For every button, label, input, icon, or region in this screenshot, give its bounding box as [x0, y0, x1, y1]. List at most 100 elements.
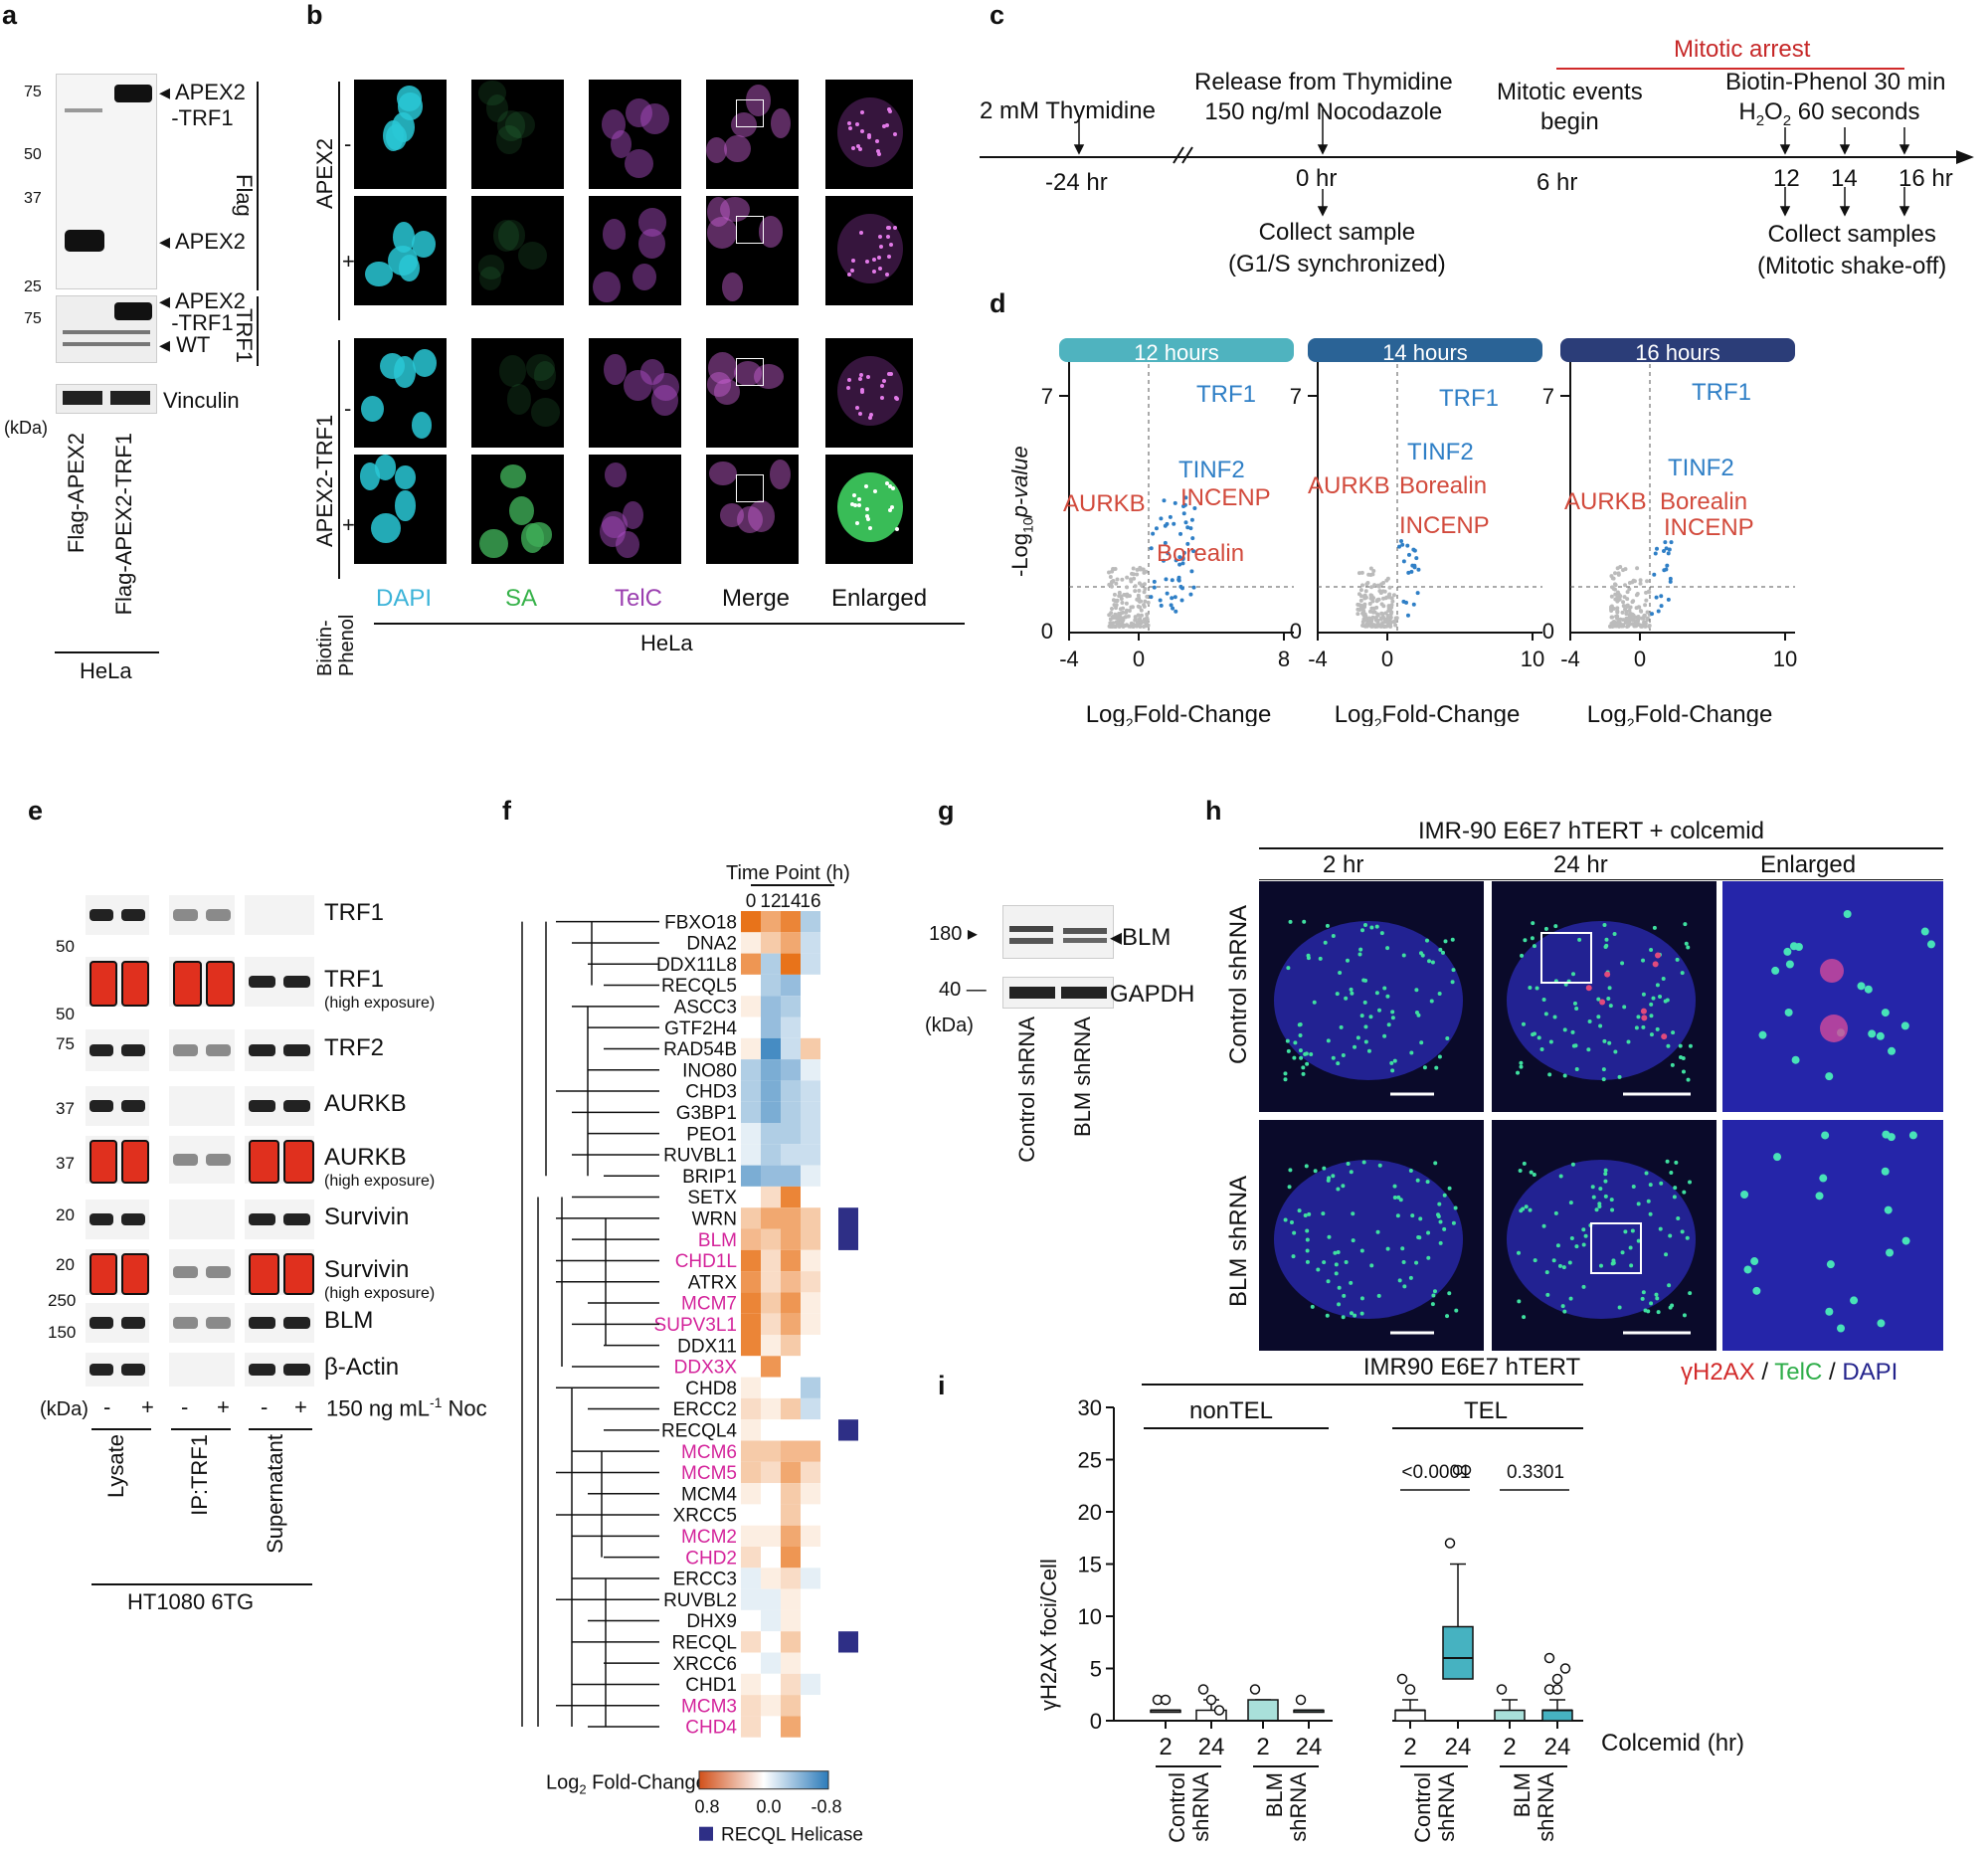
micrograph-tile — [471, 196, 564, 305]
heat-cell — [761, 1652, 781, 1674]
heat-cell — [781, 1547, 801, 1569]
column-label: Merge — [721, 585, 791, 612]
heat-cell — [781, 1504, 801, 1526]
y-axis-label: γH2AX foci/Cell — [1036, 1559, 1061, 1711]
gene-label: CHD1 — [685, 1675, 737, 1696]
heat-cell — [781, 1249, 801, 1272]
gene-label: ERCC2 — [673, 1399, 737, 1420]
dendrogram — [521, 920, 659, 1728]
x-tick: 2 — [1403, 1734, 1416, 1760]
boxplot: IMR90 E6E7 hTERT nonTEL TEL γH2AX foci/Cell… — [1036, 1354, 1744, 1843]
ytick: 0 — [1041, 619, 1053, 644]
sign: - — [261, 1394, 269, 1419]
heat-cell — [781, 1419, 801, 1441]
heat-cell — [741, 1673, 761, 1696]
heat-cell — [781, 1335, 801, 1357]
kda-tick: 25 — [24, 278, 42, 295]
blot-row-label: AURKB — [324, 1090, 407, 1117]
time-point-title: Time Point (h) — [726, 862, 850, 884]
blot-rows: TRF1 50 TRF1 (high exposure) 50 TRF2 75 AURKB 37… — [0, 865, 557, 1392]
heat-cell — [741, 1249, 761, 1272]
gene-label: BLM — [698, 1230, 737, 1251]
heat-cell — [801, 1356, 820, 1378]
blot-strip — [86, 895, 149, 935]
heat-cell — [801, 1419, 820, 1441]
heat-cell — [741, 1017, 761, 1038]
event-biotin-phenol: Biotin-Phenol 30 min H2O2 60 seconds — [1725, 69, 1946, 129]
y-tick: 15 — [1078, 1553, 1102, 1577]
kda-tick: 50 — [24, 146, 42, 163]
helicase-legend-label: RECQL Helicase — [721, 1825, 863, 1846]
gene-label: MCM4 — [681, 1484, 737, 1505]
gene-label-borealin: Borealin — [1157, 540, 1244, 567]
box — [1394, 1673, 1426, 1722]
box — [1150, 1694, 1181, 1714]
cell-line-hela: HeLa — [80, 658, 132, 683]
metaphase-image — [1722, 881, 1943, 1112]
x-tick: 24 — [1445, 1734, 1472, 1760]
pvalue: 0.3301 — [1507, 1462, 1564, 1483]
heat-cell — [761, 1483, 781, 1505]
blot-vinculin — [56, 384, 157, 414]
kda-tick: 20 — [56, 1205, 75, 1224]
sign: + — [294, 1394, 307, 1419]
heat-cell — [761, 1609, 781, 1632]
heat-cell — [741, 1652, 761, 1674]
blot-strip — [245, 1086, 314, 1126]
x-group-label: Control — [1165, 1772, 1189, 1843]
kda-tick: 50 — [56, 1005, 75, 1023]
heat-cell — [761, 1588, 781, 1610]
panel-label-f: f — [502, 796, 511, 826]
ytick: 0 — [1290, 619, 1302, 644]
blot-row-label: TRF1 (high exposure) — [324, 966, 436, 1013]
ytick: 7 — [1041, 384, 1053, 409]
panel-label-h: h — [1205, 796, 1222, 826]
micrograph-tile — [589, 338, 681, 448]
blot-strip — [245, 1136, 314, 1184]
kda-tick: 40 — — [939, 979, 987, 1001]
x-group-label: BLM — [1510, 1772, 1535, 1817]
event-mitotic-begin: Mitotic events begin — [1497, 79, 1643, 135]
micrograph-tile — [706, 80, 799, 189]
heat-cell — [801, 1547, 820, 1569]
heat-cell — [801, 1165, 820, 1187]
gene-label: ERCC3 — [673, 1570, 737, 1590]
outlier — [1213, 1705, 1225, 1716]
heatmap: Time Point (h)0 121416FBXO18DNA2DDX11L8RE… — [521, 862, 863, 1846]
heat-cell — [781, 1017, 801, 1038]
y-tick: 10 — [1078, 1604, 1102, 1629]
metaphase-image — [1722, 1120, 1943, 1351]
heat-cell — [761, 911, 781, 933]
heat-cell — [741, 1568, 761, 1589]
legend-dapi: DAPI — [1842, 1359, 1898, 1386]
micrograph-tile — [589, 455, 681, 564]
micrograph-tile — [471, 338, 564, 448]
panel-f: Time Point (h) 0 12 14 16 FBXO18 DNA2 DDX11L8 RE… — [502, 845, 930, 1850]
heat-cell — [781, 1525, 801, 1547]
x-tick: 24 — [1544, 1734, 1571, 1760]
heat-cell — [801, 1228, 820, 1250]
gene-label-tinf2: TINF2 — [1668, 455, 1734, 481]
blot-trf1 — [56, 295, 157, 363]
gene-label: CHD2 — [685, 1548, 737, 1569]
micrograph-tile — [706, 196, 799, 305]
volcano-xlabel: Log2Fold-Change — [1086, 701, 1272, 726]
outlier — [1160, 1694, 1172, 1706]
row-sign: - — [344, 396, 352, 421]
metaphase-image — [1259, 881, 1484, 1112]
heat-cell — [801, 1101, 820, 1123]
blot-strip — [169, 957, 235, 1007]
y-tick: 25 — [1078, 1448, 1102, 1473]
gene-label: DNA2 — [686, 934, 737, 955]
cell-line-hela: HeLa — [640, 631, 693, 655]
heat-cell — [801, 1249, 820, 1272]
heat-cell — [761, 1059, 781, 1081]
blot-strip — [245, 957, 314, 1007]
heat-cell — [741, 1504, 761, 1526]
gene-label-incenp: INCENP — [1664, 514, 1754, 541]
collect-samples-mitotic: Collect samples (Mitotic shake-off) — [1757, 221, 1947, 279]
micrograph-tile — [589, 80, 681, 189]
outlier — [1249, 1684, 1261, 1695]
gene-label: MCM2 — [681, 1527, 737, 1548]
box — [1247, 1684, 1279, 1722]
